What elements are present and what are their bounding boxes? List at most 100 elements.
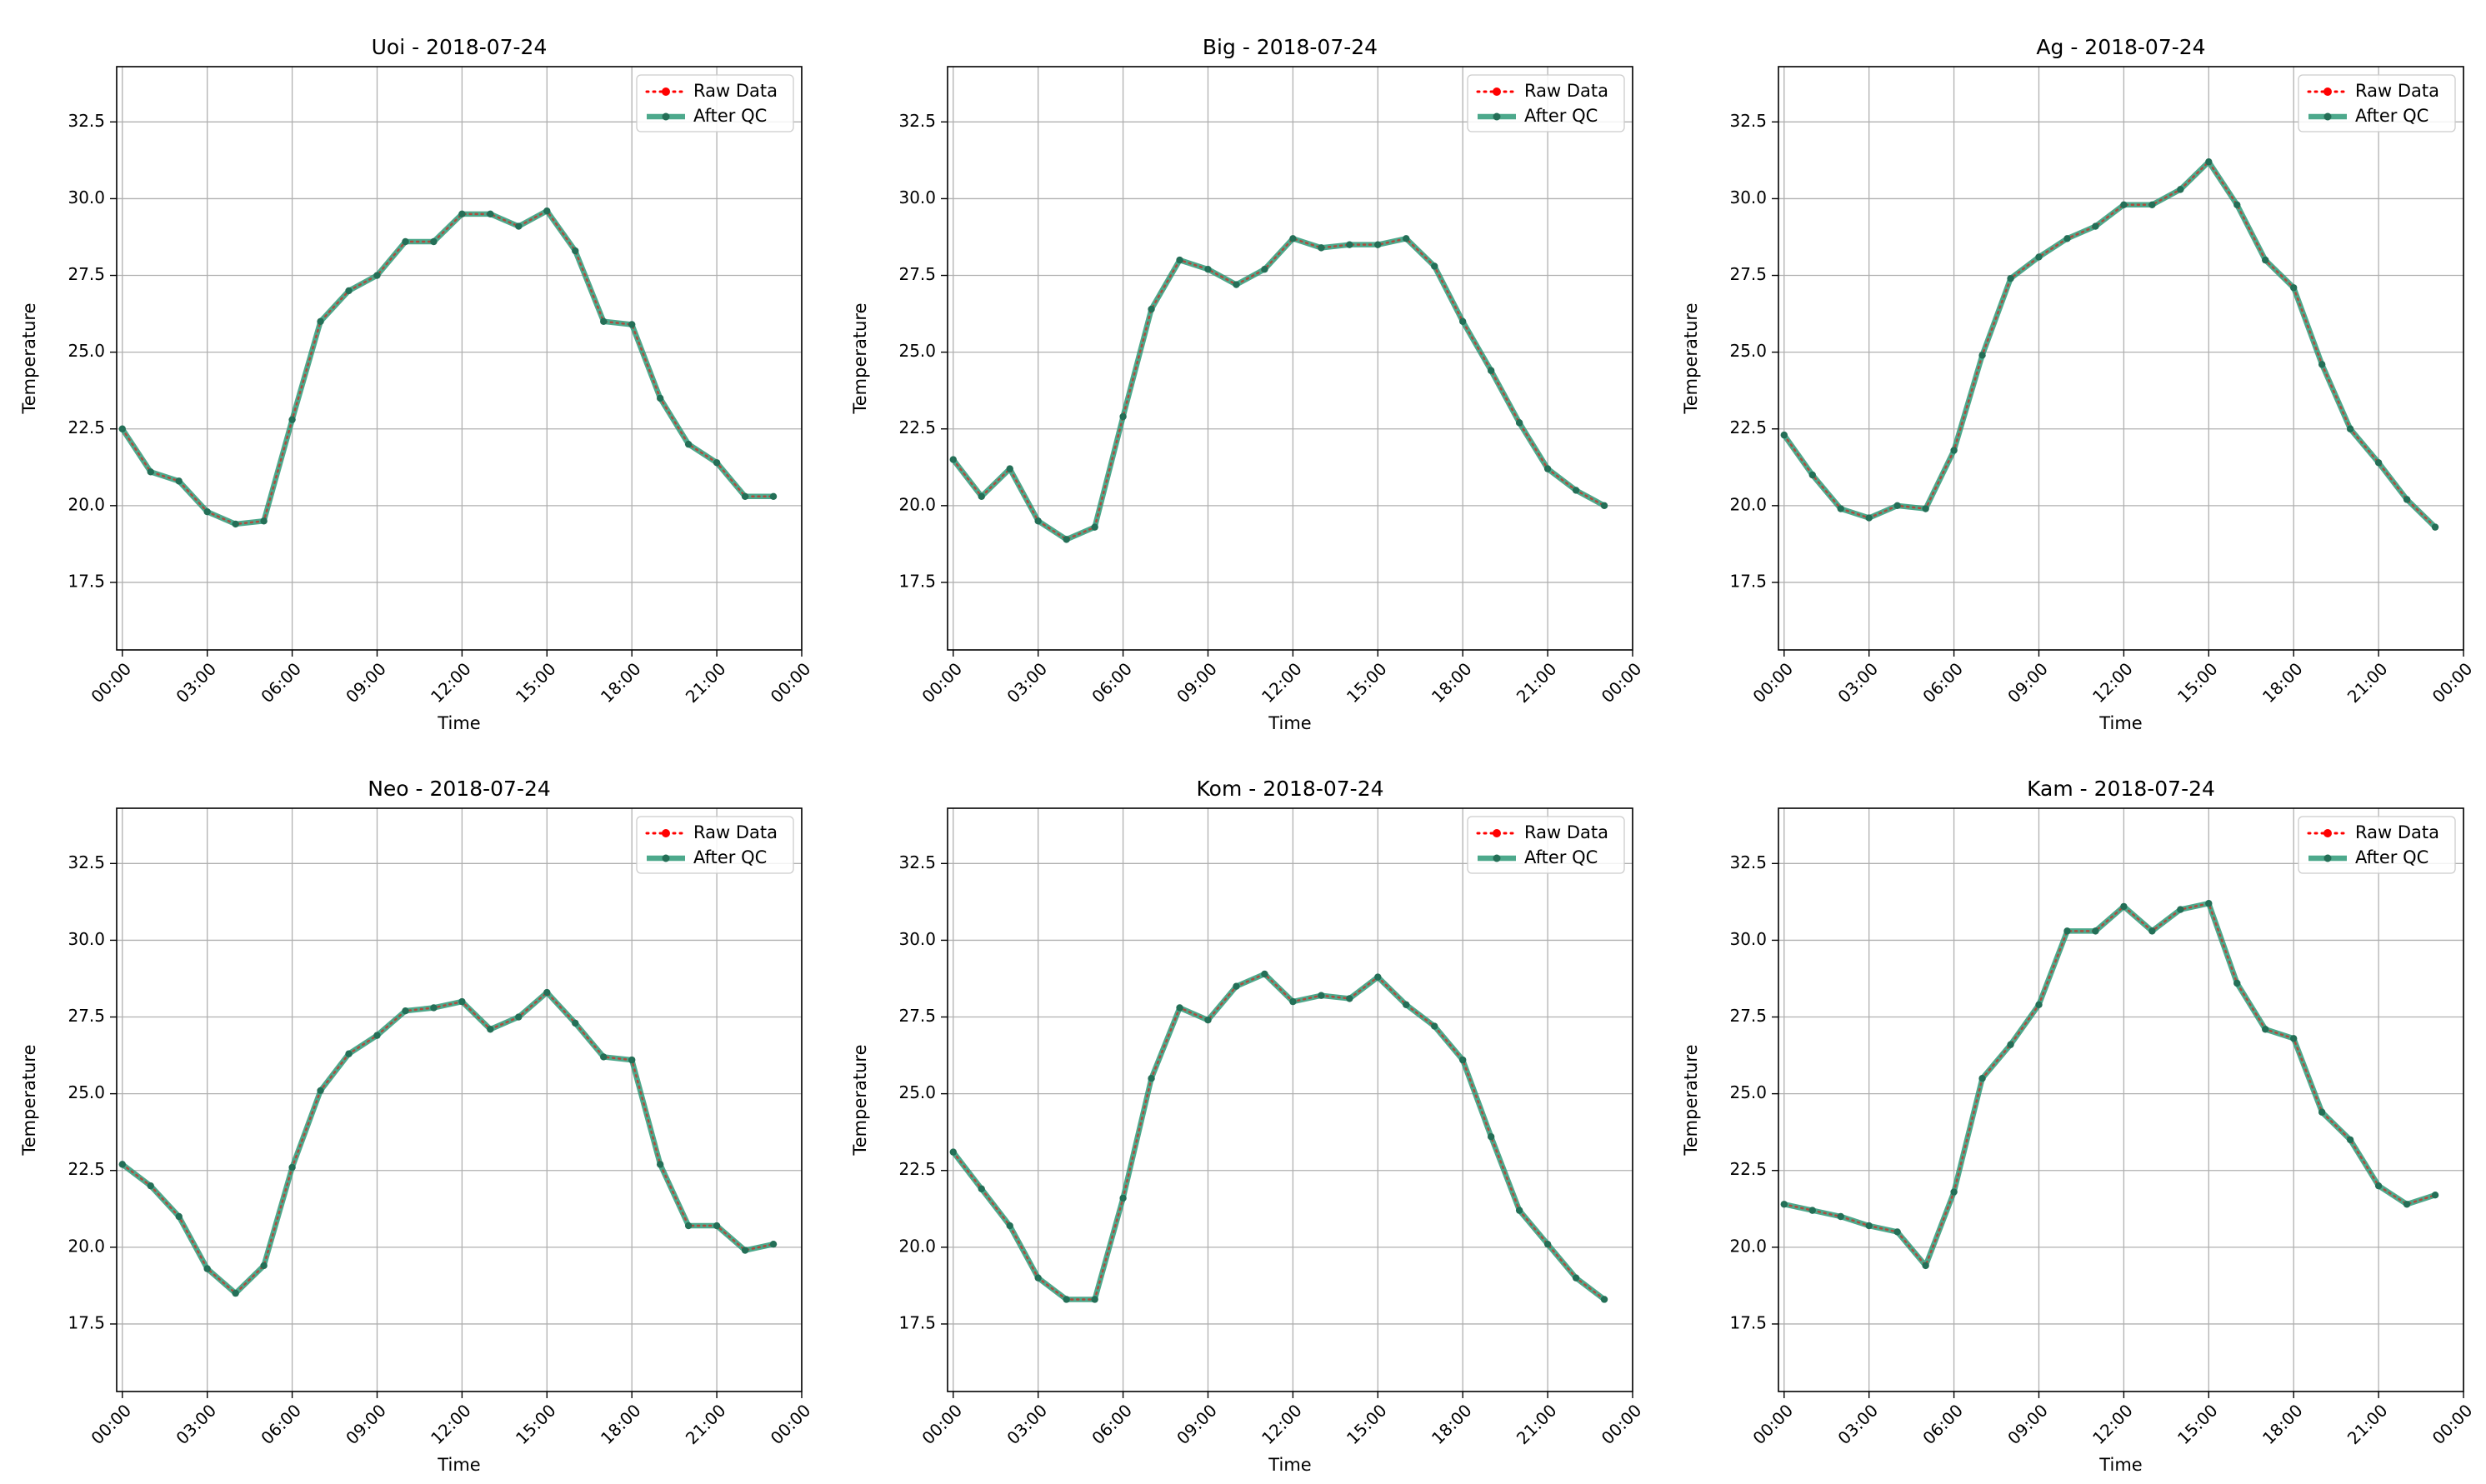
x-tick-label: 09:00 [342,1400,390,1448]
after-qc-line [119,207,777,527]
x-tick-label: 00:00 [1748,1400,1797,1448]
y-axis-label: Temperature [19,1044,39,1156]
after-qc-point [2205,158,2213,166]
after-qc-point [713,1222,721,1230]
after-qc-point [487,210,494,218]
x-tick-label: 18:00 [597,1400,645,1448]
after-qc-point [2346,1136,2354,1144]
after-qc-point [2318,1108,2326,1116]
after-qc-point [317,317,324,325]
after-qc-point [2007,1041,2014,1048]
x-tick-label: 12:00 [1258,1400,1306,1448]
legend-raw-marker [662,87,670,96]
x-tick-label: 00:00 [2428,658,2477,707]
after-qc-point [345,1050,353,1057]
y-tick-label: 27.5 [68,264,105,284]
subplot-title: Ag - 2018-07-24 [2036,35,2205,59]
after-qc-point [2431,523,2439,531]
subplot-title: Kam - 2018-07-24 [2027,777,2215,801]
after-qc-point [1922,1262,1929,1270]
x-tick-label: 00:00 [1748,658,1797,707]
after-qc-point [2346,425,2354,432]
after-qc-point [1543,465,1552,472]
after-qc-point [1006,1222,1013,1230]
after-qc-point [684,440,693,448]
y-axis-label: Temperature [850,302,870,414]
legend-raw-marker [2323,87,2332,96]
y-tick-label: 25.0 [898,341,936,361]
subplot-3: 00:00 03:00 06:00 09:00 12:00 15:00 18:00 21:00… [1681,35,2476,733]
y-tick-label: 25.0 [1729,341,1767,361]
after-qc-point [949,1148,957,1156]
x-tick-label: 09:00 [342,658,390,707]
after-qc-point [1261,265,1268,273]
y-tick-label: 22.5 [68,417,105,437]
x-axis-label: Time [1268,1455,1311,1475]
after-qc-point [543,207,551,215]
x-tick-label: 15:00 [2173,1400,2222,1448]
x-tick-label: 09:00 [1173,1400,1221,1448]
after-qc-point [402,1007,409,1015]
after-qc-point [1374,973,1382,981]
axes-frame [1778,66,2464,651]
legend: Raw Data After QC [1467,816,1625,874]
y-tick-label: 32.5 [898,111,936,131]
y-tick-label: 22.5 [68,1159,105,1179]
y-tick-label: 30.0 [1729,187,1767,207]
after-qc-point [288,416,296,423]
subplot-title: Big - 2018-07-24 [1203,35,1378,59]
y-tick-label: 25.0 [1729,1082,1767,1102]
after-qc-point [656,394,664,402]
after-qc-point [2431,1192,2439,1199]
after-qc-point [118,425,126,432]
after-qc-point [2403,496,2411,503]
after-qc-point [2233,201,2241,208]
legend-qc-marker [662,854,670,862]
after-qc-point [317,1087,324,1095]
after-qc-point [1403,1001,1410,1008]
x-tick-label: 21:00 [2343,1400,2392,1448]
after-qc-point [487,1026,494,1033]
after-qc-point [373,272,381,279]
legend-label-qc: After QC [693,106,767,126]
after-qc-line [119,989,777,1297]
after-qc-point [2092,927,2099,935]
legend-qc-marker [2323,112,2332,121]
after-qc-point [203,1265,211,1272]
x-tick-label: 00:00 [1598,658,1646,707]
after-qc-point [2148,201,2156,208]
x-axis-label: Time [437,713,480,733]
legend-raw-marker [2323,829,2332,837]
after-qc-point [232,520,239,528]
legend-label-qc: After QC [2355,106,2428,126]
after-qc-point [1487,1133,1495,1141]
y-axis-label: Temperature [850,1044,870,1156]
legend-raw-marker [662,829,670,837]
x-tick-label: 06:00 [1918,658,1967,707]
legend-label-qc: After QC [693,847,767,867]
raw-data-line [952,972,1606,1301]
y-tick-label: 17.5 [898,571,936,591]
after-qc-point [769,1240,778,1248]
after-qc-point [147,1182,154,1190]
legend: Raw Data After QC [636,816,794,874]
x-tick-label: 12:00 [427,1400,475,1448]
after-qc-point [1458,317,1467,325]
after-qc-point [2120,902,2128,911]
after-qc-point [1808,1207,1816,1214]
raw-data-line [121,209,775,526]
after-qc-point [1458,1056,1467,1064]
after-qc-point [2262,256,2269,264]
after-qc-point [2205,900,2213,907]
after-qc-point [1837,1212,1844,1221]
x-tick-label: 06:00 [1088,658,1136,707]
subplot-2: 00:00 03:00 06:00 09:00 12:00 15:00 18:00 21:00… [850,35,1645,733]
y-tick-label: 22.5 [1729,1159,1767,1179]
x-tick-label: 21:00 [1513,658,1561,707]
x-tick-label: 06:00 [1088,1400,1136,1448]
x-tick-label: 12:00 [2088,658,2137,707]
after-qc-point [1431,262,1438,270]
y-tick-label: 27.5 [68,1006,105,1026]
x-tick-label: 12:00 [427,658,475,707]
